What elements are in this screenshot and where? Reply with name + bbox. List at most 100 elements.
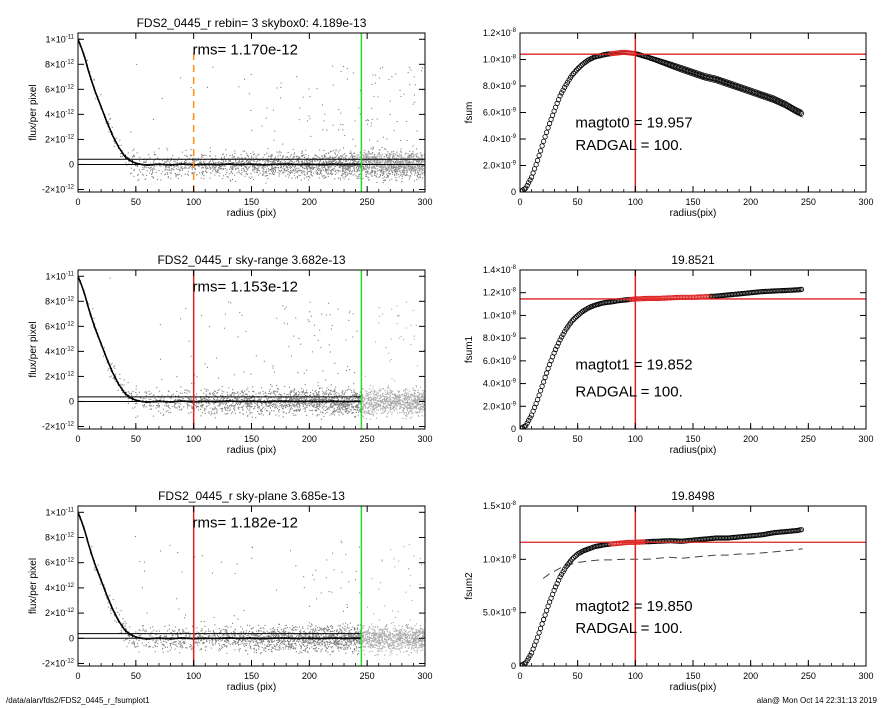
scatter-point xyxy=(153,167,155,169)
scatter-point xyxy=(392,152,394,154)
scatter-point xyxy=(399,406,401,408)
scatter-point xyxy=(346,405,348,407)
scatter-point xyxy=(356,177,358,179)
scatter-point xyxy=(371,153,373,155)
scatter-point xyxy=(231,162,233,164)
scatter-point xyxy=(376,393,378,395)
scatter-point xyxy=(377,165,379,167)
scatter-point xyxy=(343,393,345,395)
scatter-point xyxy=(365,162,367,164)
y-tick-label: -2×10-12 xyxy=(42,184,75,194)
scatter-point xyxy=(410,402,412,404)
scatter-point xyxy=(422,394,424,396)
scatter-point xyxy=(306,395,308,397)
scatter-point xyxy=(352,336,354,338)
scatter-point xyxy=(329,414,331,416)
scatter-point xyxy=(405,388,407,390)
scatter-point xyxy=(420,162,422,164)
scatter-point xyxy=(212,391,214,393)
scatter-point xyxy=(174,160,176,162)
scatter-point xyxy=(365,161,367,163)
scatter-point xyxy=(232,155,234,157)
scatter-point xyxy=(409,394,411,396)
scatter-point xyxy=(170,159,172,161)
scatter-point xyxy=(369,418,371,420)
scatter-point xyxy=(392,157,394,159)
scatter-point xyxy=(397,395,399,397)
scatter-point xyxy=(408,397,410,399)
scatter-point xyxy=(357,161,359,163)
scatter-point xyxy=(251,155,253,157)
scatter-point xyxy=(365,392,367,394)
scatter-point xyxy=(236,172,238,174)
scatter-point xyxy=(363,152,365,154)
scatter-point xyxy=(161,378,163,380)
scatter-point xyxy=(311,409,313,411)
scatter-point xyxy=(377,159,379,161)
scatter-point xyxy=(344,153,346,155)
scatter-point xyxy=(387,175,389,177)
scatter-point xyxy=(241,314,243,316)
scatter-point xyxy=(352,138,354,140)
scatter-point xyxy=(376,400,378,402)
scatter-point xyxy=(364,162,366,164)
scatter-point xyxy=(407,153,409,155)
scatter-point xyxy=(389,405,391,407)
scatter-point xyxy=(406,408,408,410)
plot-area xyxy=(520,49,805,192)
scatter-point xyxy=(383,403,385,405)
scatter-point xyxy=(219,166,221,168)
scatter-point xyxy=(311,161,313,163)
scatter-point xyxy=(367,393,369,395)
scatter-point xyxy=(352,170,354,172)
scatter-point xyxy=(412,309,414,311)
scatter-point xyxy=(273,166,275,168)
scatter-point xyxy=(271,162,273,164)
scatter-point xyxy=(375,171,377,173)
scatter-point xyxy=(134,406,136,408)
scatter-point xyxy=(411,164,413,166)
scatter-point xyxy=(221,159,223,161)
scatter-point xyxy=(414,406,416,408)
scatter-point xyxy=(340,112,342,114)
scatter-point xyxy=(125,162,127,164)
scatter-point xyxy=(371,402,373,404)
scatter-point xyxy=(339,149,341,151)
scatter-point xyxy=(408,156,410,158)
scatter-point xyxy=(246,389,248,391)
scatter-point xyxy=(133,156,135,158)
scatter-point xyxy=(351,154,353,156)
x-tick-label: 100 xyxy=(186,197,201,207)
scatter-point xyxy=(267,159,269,161)
scatter-point xyxy=(113,140,115,142)
scatter-point xyxy=(387,166,389,168)
scatter-point xyxy=(369,158,371,160)
scatter-point xyxy=(406,397,408,399)
scatter-point xyxy=(135,388,137,390)
scatter-point xyxy=(270,404,272,406)
scatter-point xyxy=(298,170,300,172)
scatter-point xyxy=(203,392,205,394)
scatter-point xyxy=(144,162,146,164)
scatter-point xyxy=(393,130,395,132)
scatter-point xyxy=(136,165,138,167)
scatter-point xyxy=(194,374,196,376)
scatter-point xyxy=(409,406,411,408)
scatter-point xyxy=(372,399,374,401)
scatter-point xyxy=(386,155,388,157)
scatter-point xyxy=(266,170,268,172)
scatter-point xyxy=(108,368,110,370)
scatter-point xyxy=(332,169,334,171)
scatter-point xyxy=(413,154,415,156)
scatter-point xyxy=(228,160,230,162)
scatter-point xyxy=(150,392,152,394)
scatter-point xyxy=(347,386,349,388)
scatter-point xyxy=(316,405,318,407)
scatter-point xyxy=(227,395,229,397)
scatter-point xyxy=(174,166,176,168)
scatter-point xyxy=(399,161,401,163)
scatter-point xyxy=(290,163,292,165)
scatter-point xyxy=(174,173,176,175)
scatter-point xyxy=(402,409,404,411)
scatter-point xyxy=(381,153,383,155)
